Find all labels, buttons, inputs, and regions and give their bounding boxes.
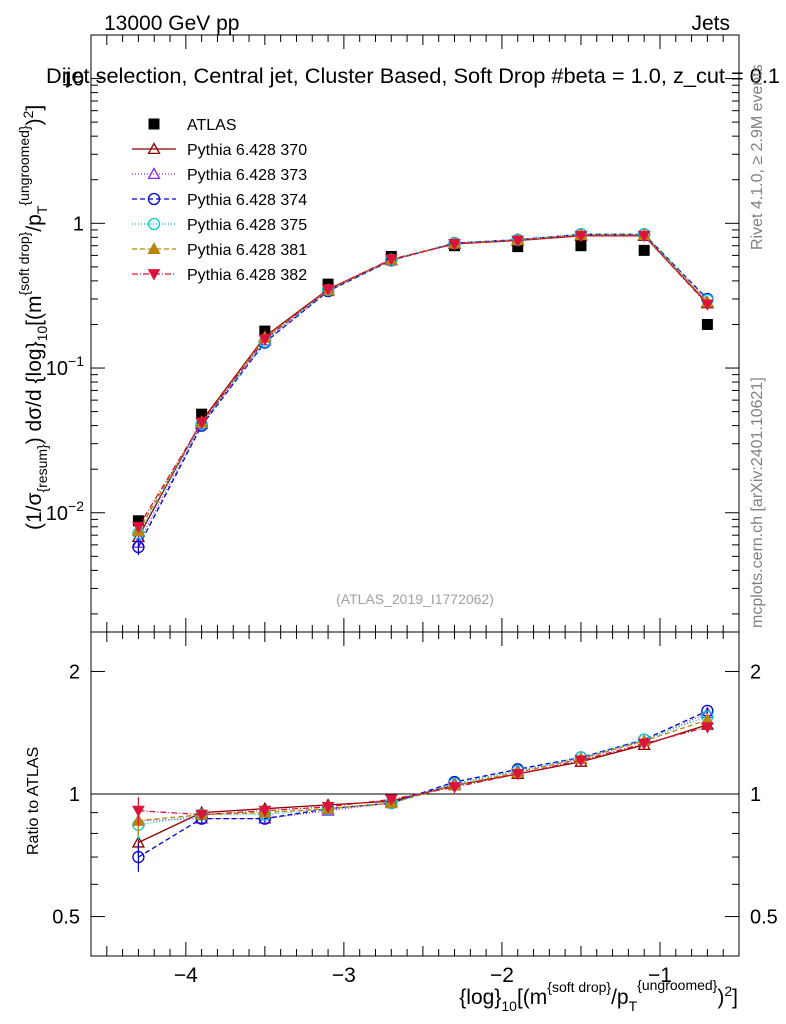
legend-label-p370: Pythia 6.428 370 xyxy=(187,142,307,159)
point-p382 xyxy=(321,284,335,296)
rivet-label: Rivet 4.1.0, ≥ 2.9M events xyxy=(749,64,766,250)
x-tick-label: −3 xyxy=(332,964,356,987)
point-p382 xyxy=(384,254,398,266)
point-atlas xyxy=(638,244,650,256)
point-atlas xyxy=(701,318,713,330)
ratio-line-p370 xyxy=(138,724,708,844)
energy-label: 13000 GeV pp xyxy=(104,12,239,35)
legend-entry-p375: Pythia 6.428 375 xyxy=(132,217,307,234)
ratio-point-p382 xyxy=(701,722,714,734)
ratio-point-p382 xyxy=(195,809,208,822)
point-atlas xyxy=(132,515,144,527)
series-line-p382 xyxy=(137,235,708,528)
ratio-point-p382 xyxy=(132,805,145,818)
series-line-p373 xyxy=(137,234,708,544)
ratio-series-p375 xyxy=(132,710,714,840)
ratio-point-p382 xyxy=(321,801,335,814)
point-atlas xyxy=(575,240,587,252)
main-y-tick-label: 10 xyxy=(62,69,84,91)
ratio-series-p374 xyxy=(132,704,714,872)
legend-marker-p374 xyxy=(147,192,161,206)
ratio-point-p382 xyxy=(448,782,461,794)
analysis-id: (ATLAS_2019_I1772062) xyxy=(336,591,494,607)
legend-label-p374: Pythia 6.428 374 xyxy=(187,192,307,209)
point-p382 xyxy=(701,299,714,311)
legend-entry-atlas: ATLAS xyxy=(148,117,237,134)
legend-label-p373: Pythia 6.428 373 xyxy=(187,167,307,184)
ratio-y-tick-label-right: 1 xyxy=(750,784,761,806)
point-p382 xyxy=(448,239,461,251)
ratio-series-p370 xyxy=(131,717,714,858)
ratio-series-p373 xyxy=(131,706,714,836)
legend-entry-p381: Pythia 6.428 381 xyxy=(132,242,307,259)
series-line-p381 xyxy=(137,234,708,532)
legend-marker-p381 xyxy=(147,242,161,255)
main-y-tick-label: 1 xyxy=(73,213,84,235)
ratio-point-p382 xyxy=(384,794,398,806)
point-p382 xyxy=(195,417,208,430)
legend-marker-p382 xyxy=(147,269,161,281)
ratio-point-p382 xyxy=(258,805,272,818)
legend: ATLAS Pythia 6.428 370 Pythia 6.428 373 Pyt… xyxy=(132,117,307,284)
legend-label-p375: Pythia 6.428 375 xyxy=(187,217,307,234)
ratio-panel: −4 −3 −2 −1 0.5 0.5 1 1 2 2 xyxy=(52,632,778,987)
ratio-line-p374 xyxy=(138,710,708,858)
process-label: Jets xyxy=(691,12,730,35)
ratio-y-tick-label-right: 2 xyxy=(750,661,761,683)
x-tick-label: −1 xyxy=(648,964,672,987)
ratio-y-tick-label-right: 0.5 xyxy=(750,907,778,929)
ratio-y-axis-label: Ratio to ATLAS xyxy=(25,747,42,855)
series-p382 xyxy=(132,230,714,534)
ratio-line-p375 xyxy=(138,715,708,826)
plot-title: Dijet selection, Central jet, Cluster Ba… xyxy=(46,65,780,88)
ratio-line-p381 xyxy=(138,719,708,822)
ratio-line-p382 xyxy=(138,726,708,816)
ratio-line-p373 xyxy=(138,712,708,822)
legend-marker-p375 xyxy=(147,217,161,231)
ratio-point-p374 xyxy=(132,850,145,864)
ratio-series-p382 xyxy=(132,722,714,826)
site-label: mcplots.cern.ch [arXiv:2401.10621] xyxy=(749,377,766,628)
main-y-tick-label: 10−1 xyxy=(46,353,84,380)
legend-label-p382: Pythia 6.428 382 xyxy=(187,267,307,284)
point-p382 xyxy=(258,334,272,346)
legend-label-p381: Pythia 6.428 381 xyxy=(187,242,307,259)
point-p382 xyxy=(637,230,651,243)
x-tick-label: −4 xyxy=(174,964,198,987)
point-p382 xyxy=(574,230,588,243)
ratio-y-tick-label-left: 1 xyxy=(69,784,80,806)
legend-marker-p373 xyxy=(147,167,161,180)
legend-marker-atlas xyxy=(148,118,160,130)
ratio-y-tick-label-left: 2 xyxy=(69,661,80,683)
main-panel: 10−2 10−1 1 10 xyxy=(46,34,740,632)
ratio-point-p382 xyxy=(637,738,651,751)
legend-label-atlas: ATLAS xyxy=(187,117,237,134)
legend-entry-p374: Pythia 6.428 374 xyxy=(132,192,307,209)
ratio-series-p381 xyxy=(131,713,714,836)
ratio-point-p382 xyxy=(511,769,525,781)
main-y-axis-label: (1/σ{resum}) dσ/d {log}10[(m{soft drop}/… xyxy=(16,105,50,530)
point-atlas xyxy=(196,408,208,420)
legend-entry-p370: Pythia 6.428 370 xyxy=(132,142,307,159)
point-p382 xyxy=(511,235,525,248)
legend-marker-p370 xyxy=(147,142,161,155)
main-y-tick-label: 10−2 xyxy=(46,498,84,525)
legend-entry-p382: Pythia 6.428 382 xyxy=(132,267,307,284)
point-p382 xyxy=(132,521,145,534)
legend-entry-p373: Pythia 6.428 373 xyxy=(132,167,307,184)
ratio-point-p382 xyxy=(574,755,588,767)
ratio-y-tick-label-left: 0.5 xyxy=(52,907,80,929)
x-tick-label: −2 xyxy=(490,964,514,987)
